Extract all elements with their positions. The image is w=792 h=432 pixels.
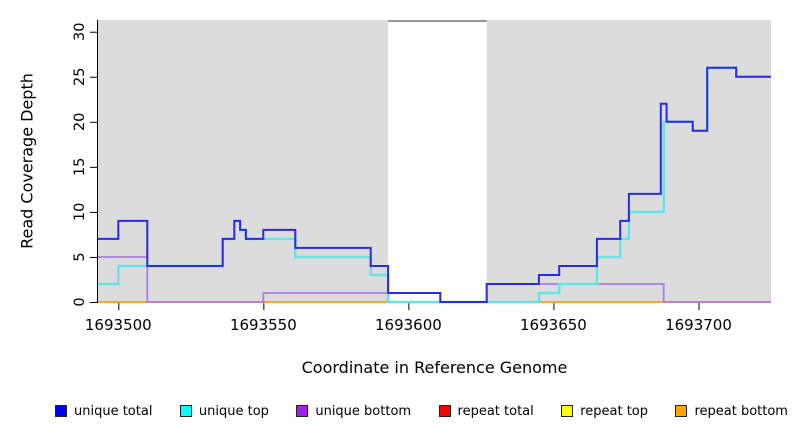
- legend-item-repeat-bottom: repeat bottom: [675, 404, 788, 419]
- legend-label: unique total: [74, 403, 153, 419]
- x-tick-label: 1693650: [520, 316, 587, 334]
- legend-item-unique-total: unique total: [55, 404, 152, 419]
- legend-item-unique-top: unique top: [179, 403, 269, 419]
- legend-swatch-icon: [296, 405, 309, 417]
- x-axis-title: Coordinate in Reference Genome: [301, 358, 568, 377]
- x-tick-label: 1693700: [665, 316, 732, 334]
- legend-item-repeat-total: repeat total: [438, 403, 534, 419]
- coverage-plot: 0 5 10 15 20 25 30 1693500 1693550 1693600 1693650…: [72, 20, 771, 334]
- legend-label: unique top: [198, 403, 269, 419]
- legend-swatch-icon: [561, 405, 574, 417]
- series-unique-total: [98, 66, 771, 303]
- legend-swatch-icon: [438, 405, 451, 417]
- y-tick-label: 15: [72, 158, 88, 176]
- legend-label: repeat top: [580, 403, 648, 419]
- legend-label: repeat bottom: [694, 403, 788, 419]
- y-axis-title: Read Coverage Depth: [17, 73, 37, 249]
- x-tick-label: 1693550: [230, 316, 297, 334]
- legend-item-repeat-top: repeat top: [561, 404, 648, 419]
- legend-swatch-icon: [55, 405, 67, 417]
- masked-region: [388, 20, 487, 302]
- x-tick-label: 1693500: [85, 316, 152, 334]
- legend-swatch-icon: [179, 405, 192, 417]
- y-tick-label: 0: [72, 297, 88, 306]
- y-tick-label: 5: [72, 252, 88, 261]
- legend: unique total unique top unique bottom repea…: [55, 399, 788, 423]
- legend-label: unique bottom: [315, 403, 412, 419]
- legend-item-unique-bottom: unique bottom: [296, 404, 411, 419]
- legend-label: repeat total: [457, 403, 534, 419]
- y-tick-label: 25: [72, 68, 88, 86]
- x-tick-label: 1693600: [375, 316, 442, 334]
- y-tick-label: 10: [72, 203, 88, 221]
- y-tick-label: 20: [72, 113, 88, 131]
- legend-swatch-icon: [675, 405, 688, 417]
- y-tick-label: 30: [72, 22, 88, 40]
